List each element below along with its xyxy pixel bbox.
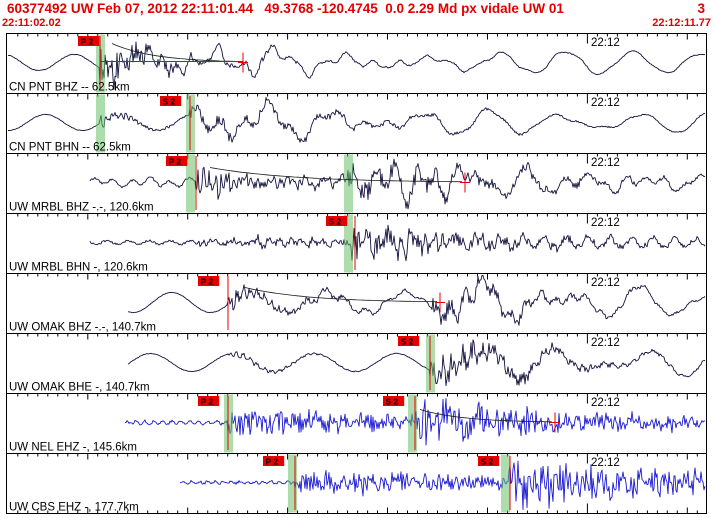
trace-row[interactable]: P 2 S 2 UW CBS EHZ -, 177.7km 22:12 <box>9 454 706 514</box>
phase-label-box <box>383 396 405 406</box>
phase-label-box <box>398 336 420 346</box>
waveform[interactable] <box>8 97 706 143</box>
phase-label-text: P 2 <box>201 397 214 407</box>
trace-row[interactable]: S 2 UW MRBL BHN -, 120.6km 22:12 <box>9 214 706 274</box>
phase-label-text: P 2 <box>169 157 182 167</box>
phase-label[interactable]: S 2 <box>326 216 348 227</box>
phase-label-text: S 2 <box>386 397 399 407</box>
trace-row[interactable]: P 2 S 2 UW NEL EHZ -, 145.6km 22:12 <box>9 394 706 454</box>
pick-window <box>186 154 195 213</box>
phase-label-text: S 2 <box>329 217 342 227</box>
minute-label: 22:12 <box>591 157 620 169</box>
minute-label: 22:12 <box>591 337 620 349</box>
phase-label[interactable]: S 2 <box>160 96 182 107</box>
pick-window <box>501 454 510 513</box>
phase-label-box <box>166 156 188 166</box>
timeline-ticks <box>17 453 698 464</box>
trace-row[interactable]: P 2 CN PNT BHZ -- 62.5km 22:12 <box>7 34 706 94</box>
phase-label[interactable]: P 2 <box>78 36 100 47</box>
window-start-time: 22:11:02.02 <box>2 17 61 29</box>
coda-decay-line <box>111 43 241 62</box>
station-label: UW CBS EHZ -, 177.7km <box>9 502 139 514</box>
trace-canvas[interactable]: P 2 CN PNT BHZ -- 62.5km 22:12 S 2 CN PNT BH… <box>0 33 713 518</box>
minute-label: 22:12 <box>591 217 620 229</box>
phase-label-box <box>198 396 220 406</box>
pick-window <box>344 214 353 273</box>
phase-label-text: P 2 <box>81 37 94 47</box>
phase-label-box <box>198 276 220 286</box>
phase-label-text: P 2 <box>201 277 214 287</box>
event-header: 60377492 UW Feb 07, 2012 22:11:01.44 49.… <box>7 1 705 16</box>
phase-label[interactable]: P 2 <box>263 456 285 467</box>
coda-end-marker[interactable] <box>550 412 560 433</box>
timeline-ticks <box>17 503 698 514</box>
trace-row[interactable]: S 2 UW OMAK BHE -, 140.7km 22:12 <box>9 334 706 394</box>
station-label: UW OMAK BHZ -.-, 140.7km <box>9 322 156 334</box>
station-label: UW NEL EHZ -, 145.6km <box>9 442 137 454</box>
pick-window <box>288 454 297 513</box>
station-label: UW OMAK BHE -, 140.7km <box>9 382 150 394</box>
coda-end-marker[interactable] <box>238 52 248 73</box>
phase-label-text: S 2 <box>401 337 414 347</box>
timeline-ticks <box>17 153 698 164</box>
timeline-ticks <box>17 393 698 404</box>
trace-count: 3 <box>697 1 705 16</box>
phase-label-text: P 2 <box>266 457 279 467</box>
phase-label[interactable]: P 2 <box>198 396 220 407</box>
event-summary: 60377492 UW Feb 07, 2012 22:11:01.44 49.… <box>7 1 564 16</box>
phase-label[interactable]: P 2 <box>166 156 188 167</box>
time-window: 22:11:02.02 22:12:11.77 <box>2 17 711 29</box>
timeline-ticks <box>17 93 698 104</box>
minute-label: 22:12 <box>591 37 620 49</box>
trace-row[interactable]: P 2 UW MRBL BHZ -.-, 120.6km 22:12 <box>9 154 706 214</box>
coda-decay-line <box>244 287 437 303</box>
phase-label-box <box>478 456 500 466</box>
station-label: UW MRBL BHN -, 120.6km <box>9 262 148 274</box>
phase-label-box <box>326 216 348 226</box>
pick-window <box>344 154 353 213</box>
minute-label: 22:12 <box>591 457 620 469</box>
coda-end-marker[interactable] <box>435 292 445 313</box>
coda-decay-line <box>419 409 553 423</box>
phase-label-box <box>160 96 182 106</box>
waveform[interactable] <box>7 41 706 90</box>
station-label: CN PNT BHZ -- 62.5km <box>9 82 130 94</box>
waveform[interactable] <box>127 339 706 387</box>
phase-label-box <box>78 36 100 46</box>
phase-label[interactable]: S 2 <box>398 336 420 347</box>
coda-end-marker[interactable] <box>460 172 470 193</box>
phase-label[interactable]: S 2 <box>383 396 405 407</box>
timeline-ticks <box>17 273 698 284</box>
waveform[interactable] <box>128 275 706 326</box>
coda-decay-line <box>209 167 463 183</box>
timeline-ticks <box>17 333 698 344</box>
station-label: CN PNT BHN -- 62.5km <box>9 142 131 154</box>
timeline-ticks <box>17 213 698 224</box>
pick-window <box>408 394 417 453</box>
phase-label-box <box>263 456 285 466</box>
pick-window <box>96 94 105 153</box>
station-label: UW MRBL BHZ -.-, 120.6km <box>9 202 154 214</box>
phase-label-text: S 2 <box>163 97 176 107</box>
trace-row[interactable]: S 2 CN PNT BHN -- 62.5km 22:12 <box>8 94 706 154</box>
phase-label-text: S 2 <box>481 457 494 467</box>
minute-label: 22:12 <box>591 277 620 289</box>
minute-label: 22:12 <box>591 397 620 409</box>
waveform[interactable] <box>179 460 706 510</box>
phase-label[interactable]: S 2 <box>478 456 500 467</box>
waveform[interactable] <box>89 224 706 262</box>
minute-label: 22:12 <box>591 97 620 109</box>
phase-label[interactable]: P 2 <box>198 276 220 287</box>
window-end-time: 22:12:11.77 <box>652 17 711 29</box>
trace-row[interactable]: P 2 UW OMAK BHZ -.-, 140.7km 22:12 <box>9 275 706 334</box>
